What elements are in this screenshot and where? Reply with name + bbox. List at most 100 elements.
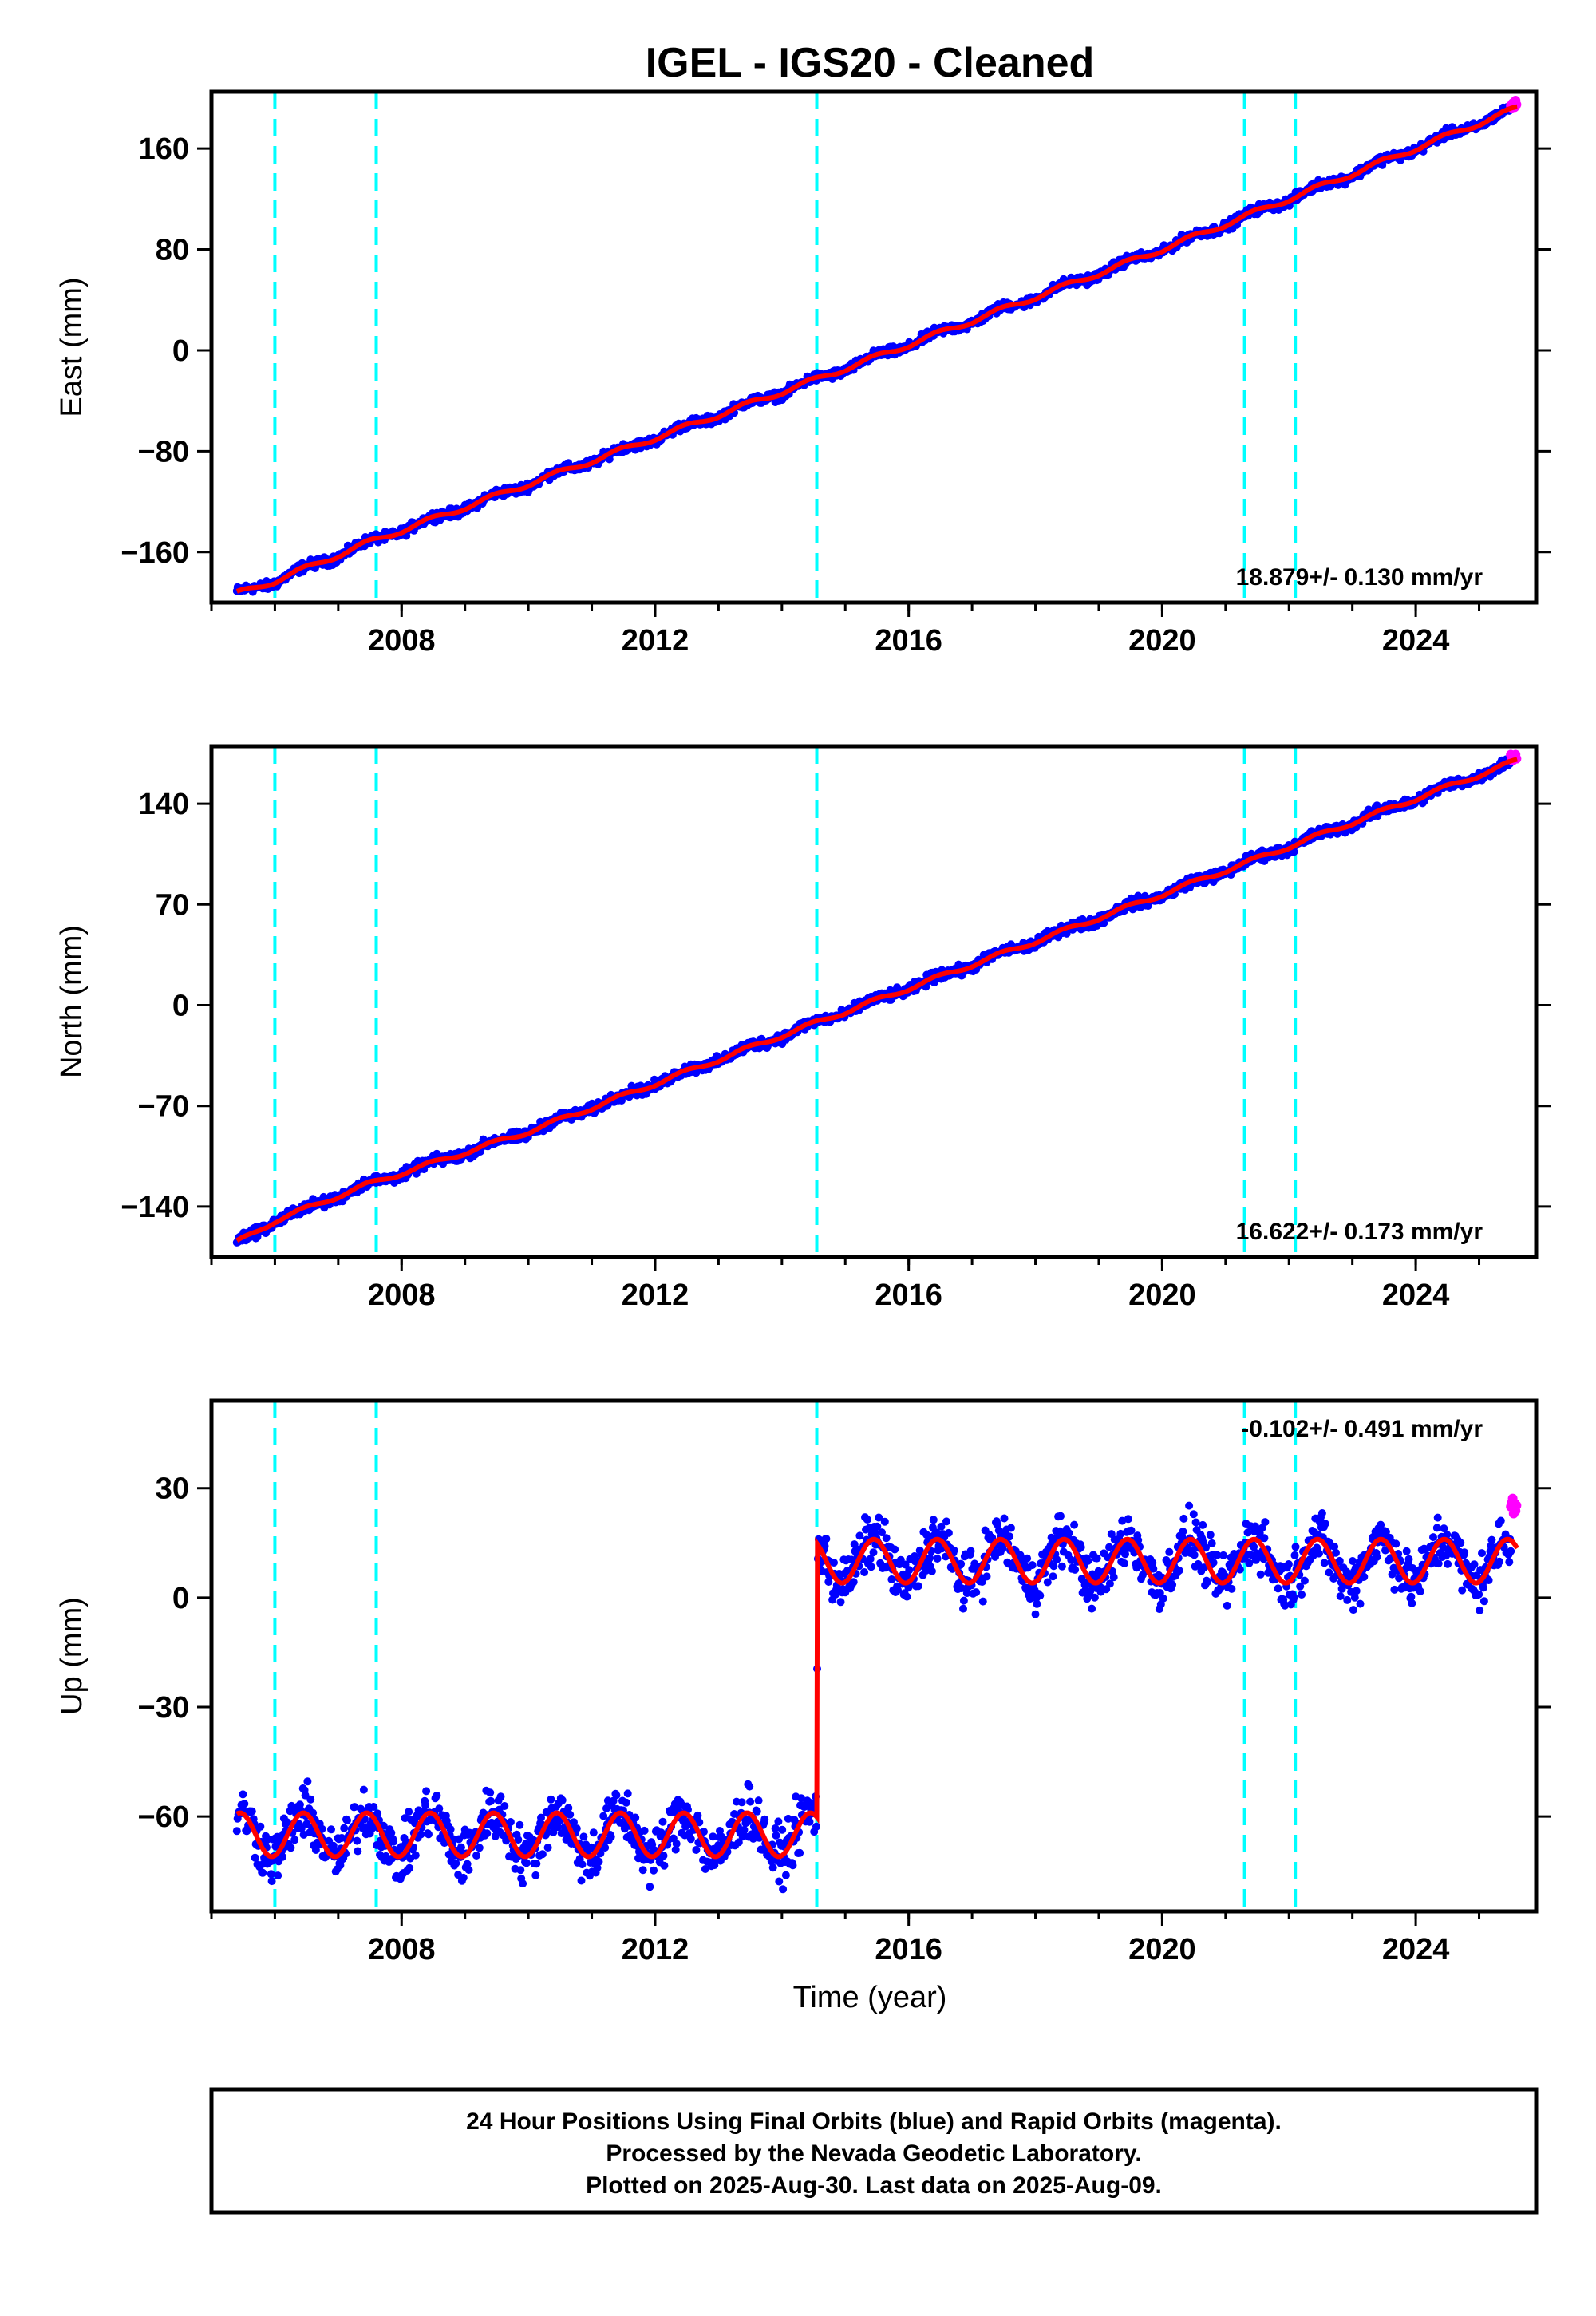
final-orbit-point [944, 1528, 953, 1537]
final-orbit-point [422, 1787, 431, 1796]
final-orbit-point [1000, 1514, 1009, 1523]
final-orbit-point [405, 1863, 414, 1872]
final-orbit-point [933, 1555, 942, 1563]
final-orbit-point [693, 1811, 702, 1820]
final-orbit-point [267, 1877, 276, 1886]
final-orbit-point [421, 1801, 430, 1809]
velocity-rate-label: 18.879+/- 0.130 mm/yr [1236, 564, 1483, 591]
final-orbit-point [612, 1791, 621, 1800]
final-orbit-point [1260, 1534, 1269, 1543]
x-tick-label: 2012 [622, 1279, 689, 1312]
final-orbit-point [623, 1789, 632, 1798]
final-orbit-point [327, 1825, 335, 1834]
final-orbit-point [836, 1598, 845, 1607]
y-axis-label: East (mm) [55, 277, 89, 417]
final-orbit-point [1191, 1518, 1200, 1527]
x-tick-label: 2008 [368, 1279, 436, 1312]
y-tick-label: −160 [120, 536, 189, 570]
final-orbit-point [929, 1516, 938, 1524]
final-orbit-point [927, 1567, 936, 1575]
final-orbit-point [959, 1604, 967, 1613]
final-orbit-point [1031, 1610, 1040, 1618]
final-orbit-point [577, 1876, 586, 1885]
final-orbit-point [903, 1592, 911, 1601]
final-orbit-point [1290, 1551, 1299, 1559]
final-orbit-point [1373, 1552, 1381, 1561]
final-orbit-point [259, 1868, 267, 1877]
final-orbit-points [232, 1501, 1515, 1894]
final-orbit-point [737, 1798, 746, 1807]
final-orbit-point [1023, 1554, 1032, 1563]
final-orbit-point [1320, 1559, 1329, 1567]
y-axis-label: North (mm) [55, 925, 89, 1078]
final-orbit-point [1317, 1509, 1326, 1517]
x-tick-label: 2020 [1128, 624, 1196, 658]
final-orbit-point [966, 1547, 975, 1555]
final-orbit-point [558, 1796, 567, 1804]
final-orbit-point [1227, 1584, 1236, 1593]
final-orbit-point [882, 1534, 891, 1543]
final-orbit-point [1349, 1606, 1357, 1614]
final-orbit-point [411, 1851, 420, 1860]
x-tick-label: 2016 [875, 624, 942, 658]
final-orbit-point [1219, 1551, 1227, 1559]
final-orbit-point [1159, 1594, 1167, 1603]
final-orbit-point [595, 1857, 603, 1866]
final-orbit-point [239, 1790, 247, 1799]
y-tick-label: 70 [156, 888, 189, 922]
final-orbit-point [516, 1820, 524, 1829]
final-orbit-point [1321, 1520, 1329, 1528]
final-orbit-point [867, 1563, 875, 1571]
final-orbit-point [746, 1797, 755, 1806]
final-orbit-point [343, 1816, 351, 1824]
final-orbit-point [1127, 1526, 1136, 1535]
final-orbit-point [1223, 1601, 1231, 1610]
final-orbit-point [1207, 1539, 1216, 1547]
final-orbit-point [1070, 1520, 1079, 1529]
final-orbit-point [506, 1818, 515, 1826]
final-orbit-point [475, 1844, 484, 1852]
final-orbit-point [1090, 1593, 1099, 1602]
x-tick-label: 2012 [622, 624, 689, 658]
final-orbit-point [646, 1883, 654, 1891]
final-orbit-point [274, 1871, 282, 1880]
final-orbit-point [1071, 1565, 1080, 1574]
final-orbit-point [1343, 1595, 1352, 1604]
final-orbit-point [1251, 1522, 1259, 1531]
final-orbit-point [240, 1800, 249, 1808]
final-orbit-point [658, 1817, 667, 1826]
final-orbit-point [1007, 1524, 1015, 1532]
x-tick-label: 2024 [1382, 1279, 1450, 1312]
final-orbit-point [869, 1548, 878, 1557]
final-orbit-point [538, 1850, 547, 1859]
final-orbit-point [487, 1796, 496, 1805]
final-orbit-point [855, 1531, 864, 1540]
final-orbit-point [914, 1582, 922, 1591]
final-orbit-point [1203, 1578, 1211, 1587]
x-tick-label: 2020 [1128, 1279, 1196, 1312]
final-orbit-point [860, 1568, 869, 1576]
final-orbit-point [692, 1846, 701, 1854]
final-orbit-point [1165, 1547, 1174, 1556]
final-orbit-point [638, 1866, 647, 1875]
final-orbit-point [1284, 1560, 1293, 1568]
final-orbit-point [496, 1792, 505, 1801]
final-orbit-point [660, 1861, 669, 1870]
final-orbit-point [1185, 1501, 1194, 1510]
final-orbit-point [425, 1830, 433, 1839]
final-orbit-point [446, 1825, 455, 1834]
final-orbit-point [486, 1788, 495, 1797]
final-orbit-point [353, 1836, 361, 1845]
final-orbit-point [1300, 1576, 1309, 1585]
final-orbit-point [805, 1817, 814, 1826]
final-orbit-point [472, 1852, 480, 1860]
final-orbit-point [1057, 1512, 1065, 1520]
final-orbit-point [745, 1782, 754, 1791]
final-orbit-point [1298, 1591, 1306, 1599]
final-orbit-point [1356, 1599, 1365, 1608]
final-orbit-point [1109, 1573, 1118, 1582]
final-orbit-point [1350, 1593, 1359, 1602]
final-orbit-point [1349, 1557, 1357, 1565]
